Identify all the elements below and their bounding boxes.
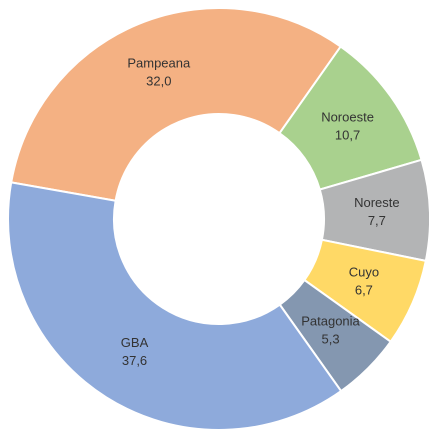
slice-value: 7,7 xyxy=(368,213,386,228)
slice-name: Noroeste xyxy=(321,110,374,125)
slice-value: 37,6 xyxy=(122,353,147,368)
slice-value: 6,7 xyxy=(355,282,373,297)
slice-name: Noreste xyxy=(354,195,400,210)
slice-value: 5,3 xyxy=(321,331,339,346)
slice xyxy=(10,7,343,202)
slice-name: Pampeana xyxy=(127,55,191,70)
slice xyxy=(7,181,343,431)
slice-value: 32,0 xyxy=(146,73,171,88)
slice-value: 10,7 xyxy=(335,128,360,143)
slice-name: Cuyo xyxy=(349,264,379,279)
slice-name: Patagonia xyxy=(301,313,360,328)
slice-name: GBA xyxy=(121,335,149,350)
